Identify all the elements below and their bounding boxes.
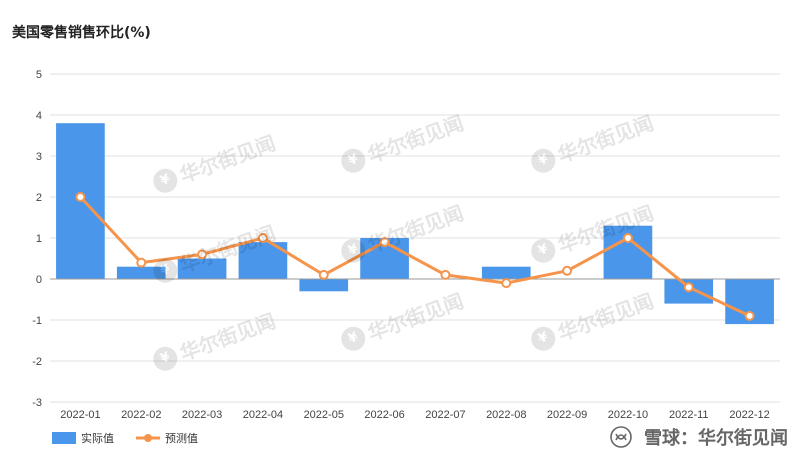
x-tick-label: 2022-12 bbox=[729, 409, 769, 421]
bar-2022-02[interactable] bbox=[116, 266, 166, 279]
point-2022-08[interactable] bbox=[501, 278, 512, 289]
point-2022-01[interactable] bbox=[75, 192, 86, 202]
y-tick-label: 3 bbox=[36, 151, 42, 163]
x-tick-label: 2022-04 bbox=[243, 409, 283, 421]
y-tick-label: 2 bbox=[36, 192, 42, 204]
point-2022-07[interactable] bbox=[440, 269, 451, 280]
footer-brand: 雪球：华尔街见闻 bbox=[609, 424, 788, 450]
chart-title: 美国零售销售环比(%) bbox=[12, 25, 151, 41]
x-tick-label: 2022-08 bbox=[486, 409, 526, 421]
point-2022-05[interactable] bbox=[318, 269, 329, 280]
point-2022-10[interactable] bbox=[622, 233, 633, 243]
x-tick-label: 2022-10 bbox=[608, 409, 648, 421]
y-tick-label: 0 bbox=[36, 274, 42, 286]
x-axis-ticks: 2022-01 2022-02 2022-03 2022-04 2022-05 2022-… bbox=[60, 409, 770, 421]
bar-2022-05[interactable] bbox=[299, 279, 349, 292]
xueqiu-logo-icon bbox=[609, 426, 632, 448]
x-tick-label: 2022-06 bbox=[364, 409, 404, 421]
x-tick-label: 2022-05 bbox=[304, 409, 344, 421]
legend-bar-swatch[interactable] bbox=[52, 432, 76, 444]
y-axis-ticks: 5 4 3 2 1 0 -1 -2 -3 bbox=[32, 69, 42, 409]
legend[interactable]: 实际值 预测值 bbox=[52, 431, 198, 445]
point-2022-06[interactable] bbox=[379, 237, 390, 248]
point-2022-12[interactable] bbox=[744, 310, 755, 321]
bar-2022-08[interactable] bbox=[481, 266, 531, 279]
grid-lines bbox=[50, 73, 780, 403]
point-2022-04[interactable] bbox=[257, 233, 268, 243]
forecast-line bbox=[79, 195, 751, 318]
x-tick-label: 2022-11 bbox=[669, 409, 709, 421]
y-tick-label: -2 bbox=[32, 356, 42, 368]
y-tick-label: -3 bbox=[32, 397, 42, 409]
y-tick-label: 1 bbox=[36, 233, 42, 245]
legend-marker-swatch bbox=[144, 434, 152, 442]
x-tick-label: 2022-09 bbox=[547, 409, 587, 421]
x-tick-label: 2022-07 bbox=[425, 409, 465, 421]
footer-brand-text: 雪球：华尔街见闻 bbox=[644, 428, 788, 449]
y-tick-label: 4 bbox=[36, 110, 42, 122]
point-2022-03[interactable] bbox=[197, 249, 208, 260]
legend-label-actual[interactable]: 实际值 bbox=[81, 431, 114, 445]
bar-series bbox=[56, 123, 774, 325]
point-2022-11[interactable] bbox=[683, 282, 694, 293]
point-2022-02[interactable] bbox=[136, 257, 147, 268]
y-tick-label: -1 bbox=[32, 315, 42, 327]
x-tick-label: 2022-02 bbox=[121, 409, 161, 421]
point-2022-09[interactable] bbox=[562, 265, 573, 276]
legend-label-forecast[interactable]: 预测值 bbox=[165, 432, 198, 445]
x-tick-label: 2022-03 bbox=[182, 409, 222, 421]
x-tick-label: 2022-01 bbox=[60, 409, 100, 421]
line-series bbox=[75, 192, 755, 321]
y-tick-label: 5 bbox=[36, 69, 42, 81]
bar-2022-03[interactable] bbox=[177, 258, 227, 280]
